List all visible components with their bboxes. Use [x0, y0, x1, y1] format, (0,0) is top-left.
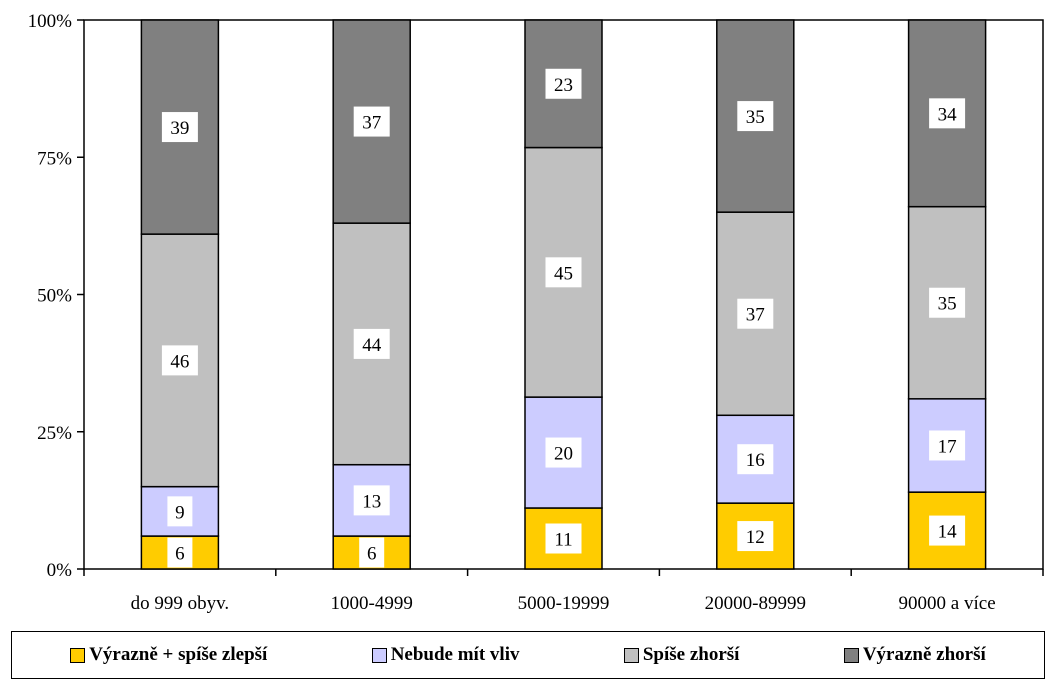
- legend-swatch-0: [70, 647, 86, 663]
- y-tick-label: 25%: [37, 423, 72, 444]
- data-label-box: [161, 345, 198, 376]
- legend-label-1: Nebude mít vliv: [390, 644, 520, 665]
- data-label: 9: [175, 502, 185, 523]
- data-label: 16: [746, 450, 765, 471]
- data-label-box: [353, 485, 390, 516]
- x-tick-label: 5000-19999: [518, 593, 610, 614]
- data-label-box: [929, 430, 966, 461]
- y-tick-label: 100%: [28, 11, 73, 32]
- data-label: 11: [554, 530, 572, 551]
- data-label: 20: [554, 444, 573, 465]
- data-label: 23: [554, 75, 573, 96]
- data-label: 6: [175, 544, 185, 565]
- data-label-box: [545, 523, 582, 554]
- legend-item-2: Spíše zhorší: [623, 644, 740, 666]
- data-label-box: [737, 101, 774, 132]
- data-label: 35: [938, 294, 957, 315]
- x-tick-label: 90000 a více: [899, 593, 996, 614]
- data-label-box: [167, 496, 193, 527]
- data-label-box: [167, 537, 193, 568]
- x-tick-label: 1000-4999: [331, 593, 413, 614]
- data-label: 37: [746, 305, 765, 326]
- data-label-box: [737, 298, 774, 329]
- legend-label-2: Spíše zhorší: [642, 644, 740, 665]
- legend-item-0: Výrazně + spíše zlepší: [70, 644, 267, 666]
- data-label: 17: [938, 436, 957, 457]
- data-label-box: [353, 106, 390, 137]
- data-label: 12: [746, 527, 765, 548]
- data-label: 44: [362, 335, 382, 356]
- data-label-box: [929, 515, 966, 546]
- y-tick-label: 0%: [47, 560, 73, 581]
- legend-swatch-2: [623, 647, 639, 663]
- legend-swatch-3: [843, 647, 859, 663]
- legend-item-1: Nebude mít vliv: [371, 644, 520, 666]
- y-tick-label: 75%: [37, 148, 72, 169]
- data-label: 39: [170, 118, 189, 139]
- data-label-box: [929, 287, 966, 318]
- data-label: 34: [938, 104, 958, 125]
- data-label: 14: [938, 522, 958, 543]
- data-label-box: [545, 257, 582, 288]
- legend-label-3: Výrazně zhorší: [862, 644, 986, 665]
- data-label-box: [545, 68, 582, 99]
- data-label-box: [359, 537, 385, 568]
- data-label-box: [545, 437, 582, 468]
- legend: Výrazně + spíše zlepší Nebude mít vliv S…: [11, 631, 1045, 679]
- data-label-box: [929, 98, 966, 129]
- data-label: 6: [367, 544, 377, 565]
- x-tick-label: 20000-89999: [705, 593, 806, 614]
- data-label: 37: [362, 113, 381, 134]
- stacked-bar-chart: 0% 25% 50% 75% 100% 6 9 46 39 do 999 obyv. 6 13 44 37…: [28, 11, 1044, 614]
- data-label: 35: [746, 107, 765, 128]
- legend-label-0: Výrazně + spíše zlepší: [89, 644, 268, 665]
- data-label-box: [161, 112, 198, 143]
- data-label: 46: [170, 351, 189, 372]
- bar-segment: [716, 502, 795, 570]
- data-label-box: [737, 444, 774, 475]
- bar-segment: [907, 491, 987, 570]
- data-label: 45: [554, 263, 573, 284]
- data-label-box: [353, 328, 390, 359]
- legend-swatch-1: [371, 647, 387, 663]
- data-label-box: [737, 521, 774, 552]
- legend-item-3: Výrazně zhorší: [843, 644, 986, 666]
- data-label: 13: [362, 491, 381, 512]
- y-tick-label: 50%: [37, 286, 72, 307]
- x-tick-label: do 999 obyv.: [131, 593, 230, 614]
